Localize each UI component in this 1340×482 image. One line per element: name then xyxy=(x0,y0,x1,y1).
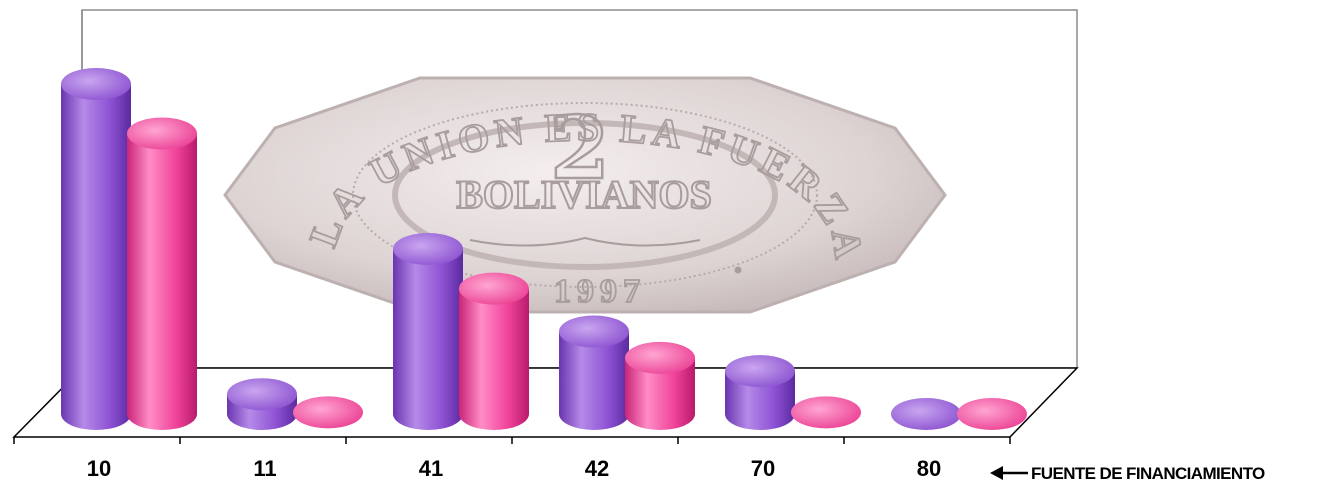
bar-41-series-2 xyxy=(459,272,529,430)
bar-cap xyxy=(459,272,529,305)
bar-42-series-1 xyxy=(559,315,629,430)
bar-cap xyxy=(791,396,861,429)
x-axis-labels: 10 11 41 42 70 80 xyxy=(87,456,941,481)
bar-cap xyxy=(891,398,961,430)
x-tick-label: 10 xyxy=(87,456,111,481)
x-tick-label: 41 xyxy=(419,456,443,481)
coin-unit-text: BOLIVIANOS xyxy=(456,172,712,217)
x-tick-label: 11 xyxy=(253,456,276,481)
coin-inner-ring xyxy=(352,102,818,288)
coin-year: 1997 xyxy=(554,273,646,310)
bar-cap xyxy=(393,233,463,265)
coin-image: 2 BOLIVIANOS LA UNION ES LA FUERZA 1997 xyxy=(223,76,947,314)
coin-center-field xyxy=(392,120,778,270)
bar-cap xyxy=(957,398,1027,430)
bar-body xyxy=(559,331,629,430)
bar-cap xyxy=(227,378,297,411)
bar-10-series-2 xyxy=(127,117,197,430)
bar-cap xyxy=(725,355,795,388)
bar-11-series-1 xyxy=(227,378,297,430)
coin-laurel xyxy=(469,236,701,247)
arrow-head-icon xyxy=(990,466,1003,480)
bar-cap xyxy=(559,315,629,348)
axis-note: FUENTE DE FINANCIAMIENTO xyxy=(990,464,1266,482)
bar-cap xyxy=(625,341,695,374)
bar-70-series-2 xyxy=(791,396,861,429)
bar-42-series-2 xyxy=(625,341,695,430)
x-tick-label: 42 xyxy=(585,456,609,481)
bar-body xyxy=(61,84,131,430)
coin-denomination: 2 xyxy=(550,98,610,199)
bar-cap xyxy=(127,117,197,150)
bar-41-series-1 xyxy=(393,233,463,430)
bar-body xyxy=(393,249,463,430)
x-tick-label: 80 xyxy=(917,456,941,481)
bar-body xyxy=(725,371,795,430)
axis-note-text: FUENTE DE FINANCIAMIENTO xyxy=(1031,464,1265,482)
bar-cap xyxy=(293,396,363,429)
bar-80-series-2 xyxy=(957,398,1027,430)
bar-body xyxy=(625,357,695,430)
bar-10-series-1 xyxy=(61,68,131,430)
x-tick-label: 70 xyxy=(751,456,775,481)
coin-dot xyxy=(734,266,742,274)
bar-70-series-1 xyxy=(725,355,795,430)
x-axis-ticks xyxy=(13,437,1011,444)
bar-body xyxy=(459,288,529,430)
bar-80-series-1 xyxy=(891,398,961,430)
bars xyxy=(61,68,1027,430)
bar-cap xyxy=(61,68,131,100)
bar-body xyxy=(127,133,197,430)
bar-11-series-2 xyxy=(293,396,363,429)
